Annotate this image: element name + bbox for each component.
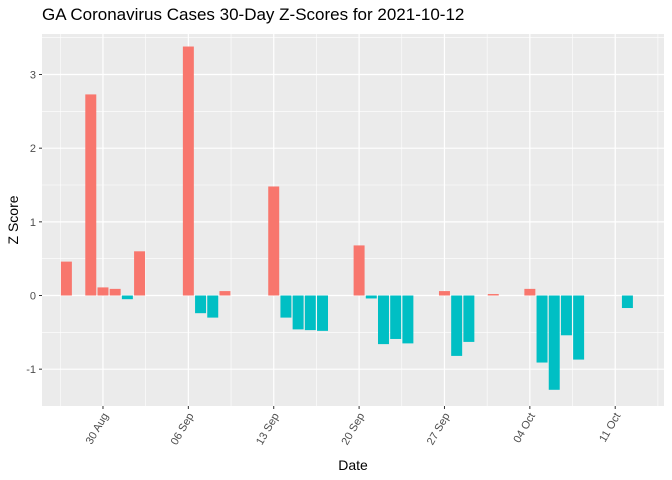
y-tick-label: 0 [30, 291, 36, 303]
bar [463, 295, 475, 342]
bar [536, 295, 548, 363]
y-tick-label: 2 [30, 143, 36, 155]
bar [438, 291, 450, 296]
y-axis: -1 0 1 2 3 [26, 70, 42, 376]
minor-gridlines [42, 34, 664, 406]
y-tick-label: 1 [30, 217, 36, 229]
bar [365, 295, 377, 299]
chart-title: GA Coronavirus Cases 30-Day Z-Scores for… [42, 5, 465, 24]
bar [280, 295, 292, 318]
bar [560, 295, 572, 336]
bar [60, 261, 72, 296]
bar [353, 245, 365, 296]
bar [573, 295, 585, 360]
bar [548, 295, 560, 390]
bar [268, 186, 280, 296]
bar [524, 288, 536, 296]
x-tick-label: 06 Sep [169, 411, 197, 447]
bar [390, 295, 402, 339]
x-tick-label: 27 Sep [425, 411, 453, 447]
y-tick-label: 3 [30, 70, 36, 82]
bar [292, 295, 304, 330]
x-tick-label: 11 Oct [597, 411, 623, 444]
bar [621, 295, 633, 309]
bars [60, 46, 633, 390]
bar [207, 295, 219, 318]
bar [182, 46, 194, 296]
x-tick-label: 04 Oct [511, 411, 538, 445]
bar [134, 251, 146, 296]
bar [378, 295, 389, 345]
x-tick-label: 20 Sep [339, 411, 367, 447]
bar [317, 295, 328, 331]
y-tick-label: -1 [26, 364, 36, 376]
bar [195, 295, 207, 314]
bar [109, 288, 121, 296]
bar [219, 291, 231, 296]
bar [451, 295, 463, 356]
x-axis: 30 Aug 06 Sep 13 Sep 20 Sep 27 Sep 04 Oct 11 O… [84, 406, 623, 447]
plot-panel [42, 34, 664, 406]
bar [402, 295, 414, 344]
x-tick-label: 13 Sep [254, 411, 282, 447]
bar [487, 294, 499, 296]
major-gridlines [42, 34, 664, 406]
x-axis-label: Date [338, 457, 368, 473]
bar [304, 295, 316, 331]
x-tick-label: 30 Aug [84, 411, 112, 447]
bar [97, 287, 109, 296]
y-axis-label: Z Score [5, 195, 21, 244]
bar [85, 94, 97, 296]
bar [121, 295, 133, 300]
